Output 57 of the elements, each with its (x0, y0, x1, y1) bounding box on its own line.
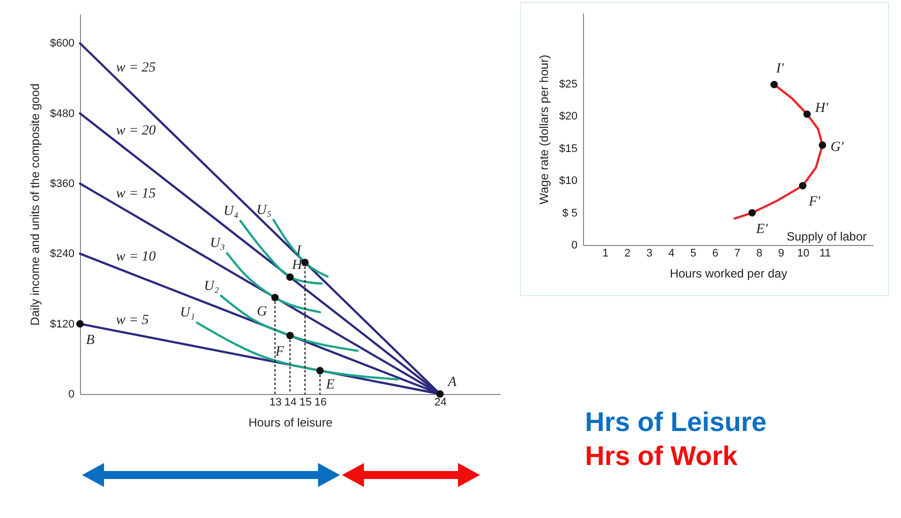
y-tick-label: $360 (50, 178, 74, 190)
text: Hrs of Leisure (585, 406, 767, 439)
series-label: U₂ (204, 278, 220, 294)
text: Supply of labor (786, 230, 867, 244)
annotation: E′ (755, 222, 769, 237)
y-tick-label: $25 (559, 78, 578, 90)
x-tick-label: 10 (797, 248, 810, 260)
y-tick-label: $10 (559, 175, 578, 188)
x-tick-label: 16 (314, 396, 327, 408)
x-tick-label: 15 (299, 396, 312, 408)
y-tick-label: $20 (559, 110, 578, 123)
annotation: F′ (808, 194, 822, 210)
x-axis-title: Hours worked per day (670, 266, 788, 280)
annotation: F (274, 344, 284, 360)
series-label: w = 10 (116, 250, 156, 265)
annotation: H′ (814, 101, 830, 116)
x-tick-label: 24 (434, 396, 447, 408)
x-tick-label: 8 (756, 248, 762, 260)
x-tick-label: 2 (624, 248, 630, 260)
annotation: E (325, 378, 335, 393)
x-tick-label: 7 (734, 248, 740, 260)
x-tick-label: 4 (668, 248, 674, 260)
series-label: U₅ (256, 202, 272, 218)
annotation: I (295, 243, 302, 258)
series-label: w = 15 (116, 186, 156, 202)
annotation: A (447, 375, 457, 390)
series-label: w = 5 (116, 312, 149, 328)
x-tick-label: 1 (602, 248, 609, 260)
y-tick-label: $240 (50, 248, 74, 260)
annotation: B (86, 332, 95, 348)
series-label: w = 25 (116, 60, 156, 76)
annotation: H (291, 258, 303, 274)
x-tick-label: 11 (819, 248, 831, 260)
x-tick-label: 9 (778, 248, 784, 260)
series-label: w = 20 (116, 123, 156, 138)
x-axis-title: Hours of leisure (248, 416, 333, 430)
y-tick-label: 0 (68, 388, 74, 400)
x-tick-label: 14 (284, 396, 297, 408)
y-tick-label: $120 (50, 318, 74, 330)
x-tick-label: 13 (269, 396, 282, 408)
annotation: G (256, 304, 267, 320)
text: Hrs of Work (585, 440, 739, 473)
x-tick-label: 5 (690, 248, 696, 260)
annotation: I′ (775, 62, 785, 77)
series-label: U₄ (224, 204, 239, 219)
y-tick-label: $15 (559, 142, 578, 155)
y-axis-title: Wage rate (dollars per hour) (537, 54, 552, 204)
y-tick-label: $600 (50, 38, 74, 50)
series-label: U₁ (180, 306, 195, 321)
series-label: U₃ (210, 236, 226, 252)
y-axis-title: Daily income and units of the composite good (28, 83, 42, 326)
x-tick-label: 3 (646, 248, 652, 260)
annotation: G′ (830, 140, 845, 156)
y-tick-label: $ 5 (562, 207, 578, 220)
x-tick-label: 6 (712, 248, 718, 260)
y-tick-label: $480 (50, 108, 74, 120)
y-tick-label: 0 (571, 240, 578, 252)
